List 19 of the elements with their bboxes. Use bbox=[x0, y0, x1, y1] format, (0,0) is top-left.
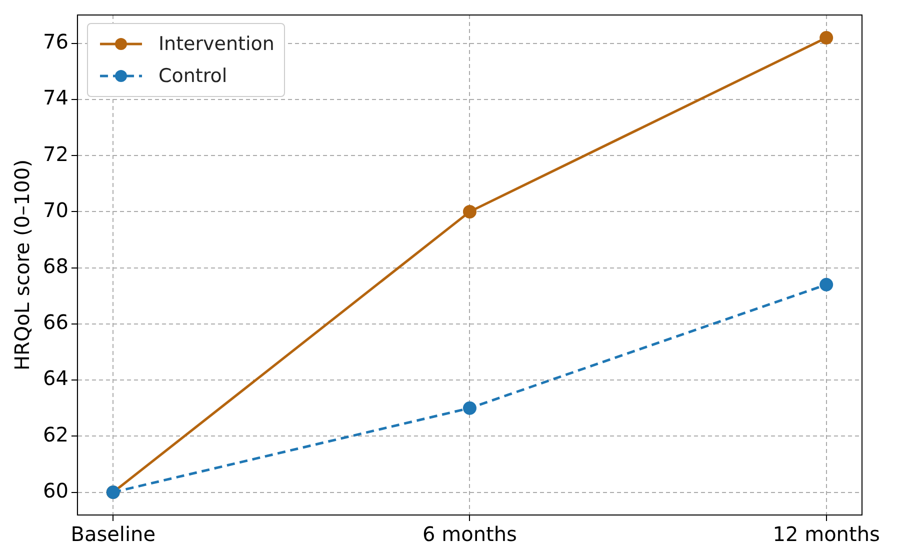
y-tick-label: 62 bbox=[42, 422, 68, 446]
point bbox=[820, 278, 834, 292]
point bbox=[462, 204, 476, 218]
y-tick-label: 68 bbox=[42, 254, 68, 278]
y-tick-label: 64 bbox=[42, 366, 68, 390]
y-tick-label: 66 bbox=[42, 310, 68, 334]
x-tick-label: 6 months bbox=[422, 522, 517, 546]
y-tick-label: 74 bbox=[42, 86, 68, 110]
y-tick-label: 70 bbox=[42, 198, 68, 222]
legend-label: Intervention bbox=[158, 33, 274, 55]
point bbox=[462, 401, 476, 415]
x-tick-label: 12 months bbox=[772, 522, 880, 546]
legend-label: Control bbox=[158, 65, 228, 87]
x-tick-label: Baseline bbox=[70, 522, 156, 546]
y-tick-label: 72 bbox=[42, 142, 68, 166]
y-axis-title: HRQoL score (0–100) bbox=[10, 159, 34, 371]
point bbox=[820, 30, 834, 44]
y-tick-label: 76 bbox=[42, 30, 68, 54]
y-tick-label: 60 bbox=[42, 478, 68, 502]
